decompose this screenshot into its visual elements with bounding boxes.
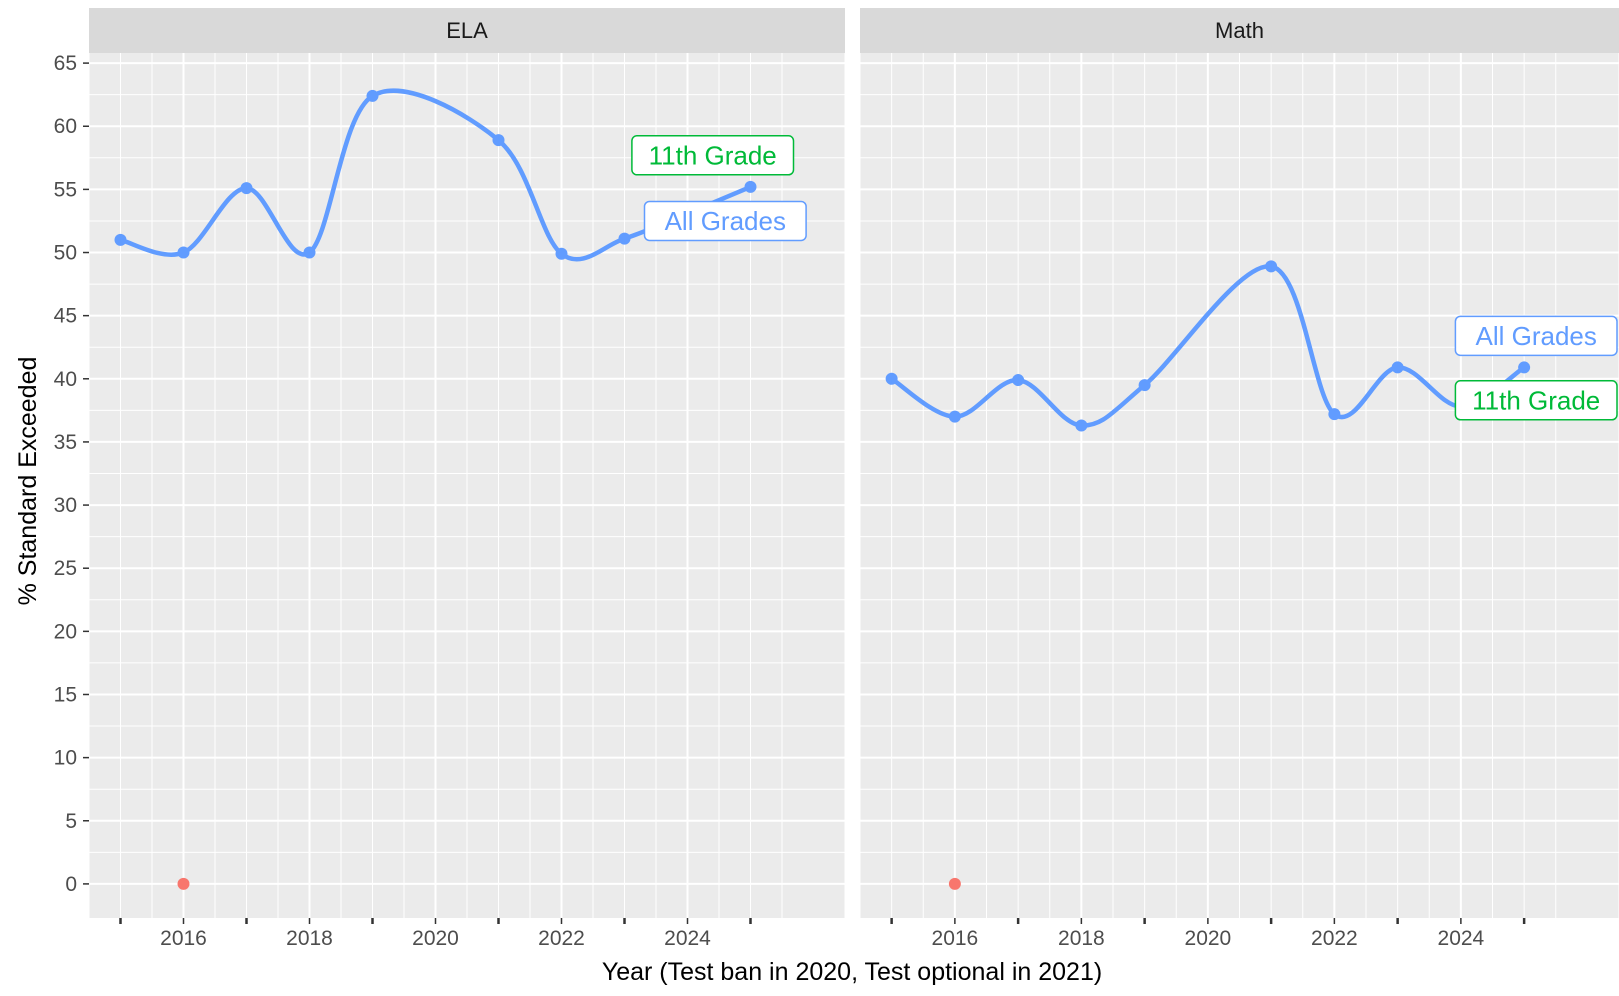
y-axis-title: % Standard Exceeded [14,357,42,606]
y-tick-label: 15 [54,683,77,706]
x-tick-label: 2020 [1185,927,1232,950]
data-point-ela [240,182,253,195]
y-tick-label: 60 [54,115,77,138]
data-point-math [1391,361,1404,374]
y-tick-label: 0 [65,873,77,896]
x-tick-label: 2022 [1311,927,1358,950]
data-point-ela [366,89,379,102]
series-line-ela [118,88,753,262]
series-label-box [631,135,795,176]
data-point-ela [303,246,316,259]
series-label-11th-grade: 11th Grade [649,140,777,170]
data-point-math [1012,374,1025,387]
data-point-math [1518,361,1531,374]
x-tick-label: 2024 [1438,927,1485,950]
data-point-ela [555,247,568,260]
facet-strip-ela [89,8,845,53]
facet-strip-label-math: Math [1215,18,1264,43]
y-tick-label: 35 [54,431,77,454]
y-tick-label: 30 [54,494,77,517]
y-tick-label: 25 [54,557,77,580]
data-point-ela [114,233,127,246]
series-label-box [1454,380,1618,421]
data-point-math [885,372,898,385]
facet-strip-label-ela: ELA [446,18,488,43]
y-tick-label: 65 [54,52,77,75]
y-tick-label: 10 [54,747,77,770]
series-line-math [889,264,1527,428]
x-tick-label: 2016 [160,927,207,950]
x-tick-label: 2020 [412,927,459,950]
series-label-box [1454,315,1618,357]
x-tick-label: 2024 [664,927,711,950]
x-tick-label: 2018 [1058,927,1105,950]
data-point-math [948,410,961,423]
x-tick-label: 2018 [286,927,333,950]
outlier-point-ela [177,877,190,890]
outlier-point-math [948,877,961,890]
series-label-11th-grade: 11th Grade [1472,385,1600,415]
y-tick-label: 55 [54,178,77,201]
x-tick-label: 2016 [932,927,979,950]
data-point-ela [177,246,190,259]
y-tick-label: 50 [54,242,77,265]
data-point-math [1075,419,1088,432]
data-point-math [1138,379,1151,392]
y-tick-label: 40 [54,368,77,391]
data-point-ela [618,232,631,245]
data-point-math [1328,408,1341,421]
y-tick-label: 20 [54,620,77,643]
x-tick-label: 2022 [538,927,585,950]
series-label-box [643,200,807,242]
data-point-ela [492,134,505,147]
axes-layer: 2016 2018 2020 2022 2024 2016 2018 2020 2022 2024… [54,52,1526,950]
facet-strip-math [860,8,1619,53]
panels-layer: ELA 11th Grade All Grades Math All Grades 11t… [88,8,1619,918]
series-label-all-grades: All Grades [665,206,786,236]
series-label-all-grades: All Grades [1476,321,1597,351]
y-tick-label: 5 [65,810,77,833]
x-axis-title: Year (Test ban in 2020, Test optional in… [602,958,1102,986]
data-point-ela [744,180,757,193]
data-point-math [1265,260,1278,273]
y-tick-label: 45 [54,305,77,328]
